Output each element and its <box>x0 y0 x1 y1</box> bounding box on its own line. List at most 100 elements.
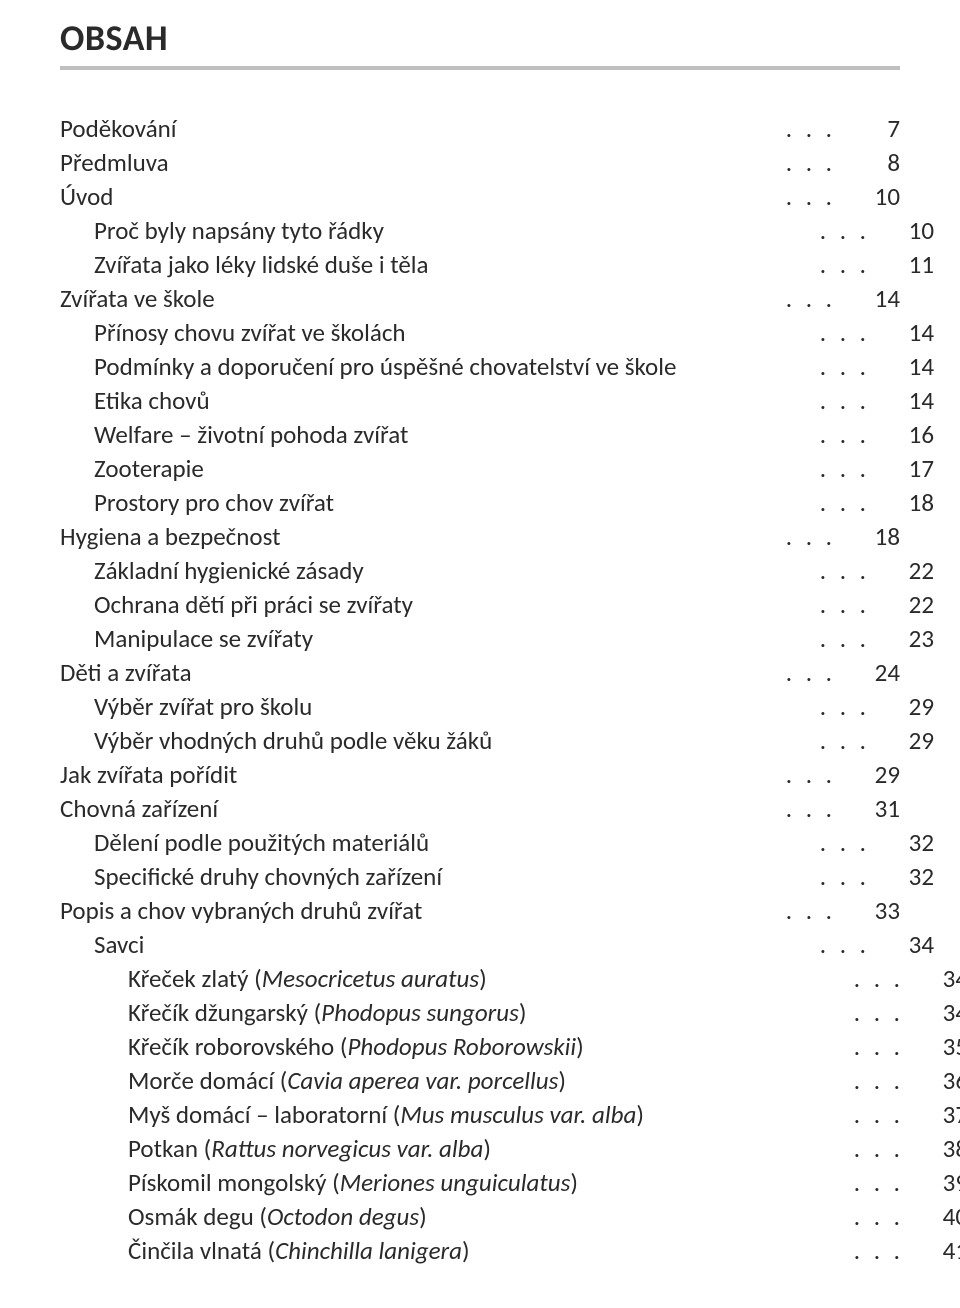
toc-dots: . . . <box>846 1132 912 1166</box>
toc-label: Základní hygienické zásady <box>94 554 364 588</box>
toc-label: Potkan (Rattus norvegicus var. alba) <box>128 1132 491 1166</box>
toc-row: Welfare – životní pohoda zvířat. . .16 <box>60 418 934 452</box>
toc-row: Morče domácí (Cavia aperea var. porcellu… <box>60 1064 960 1098</box>
toc-row: Křečík džungarský (Phodopus sungorus). .… <box>60 996 960 1030</box>
toc-dots: . . . <box>778 792 844 826</box>
toc-row: Potkan (Rattus norvegicus var. alba) . . … <box>60 1132 960 1166</box>
toc-label-text: Osmák degu ( <box>128 1201 267 1232</box>
toc-page-number: 40 <box>912 1200 960 1234</box>
toc-label-italic: Mesocricetus auratus <box>262 963 479 994</box>
toc-dots: . . . <box>778 112 844 146</box>
toc-page-number: 36 <box>912 1064 960 1098</box>
toc-label-after: ) <box>462 1235 470 1266</box>
toc-row: Zvířata ve škole . . .14 <box>60 282 900 316</box>
toc-label: Poděkování <box>60 112 177 146</box>
toc-page-number: 32 <box>878 826 934 860</box>
toc-row: Podmínky a doporučení pro úspěšné chovat… <box>60 350 934 384</box>
toc-row: Dělení podle použitých materiálů . . .32 <box>60 826 934 860</box>
toc-dots: . . . <box>846 1166 912 1200</box>
toc-label-italic: Cavia aperea var. porcellus <box>287 1065 558 1096</box>
toc-dots: . . . <box>846 1234 912 1268</box>
toc-label: Dělení podle použitých materiálů <box>94 826 429 860</box>
toc-label-text: Etika chovů <box>94 385 210 416</box>
toc-label-text: Manipulace se zvířaty <box>94 623 313 654</box>
toc-row: Jak zvířata pořídit. . .29 <box>60 758 900 792</box>
toc-label-text: Základní hygienické zásady <box>94 555 364 586</box>
toc-page-number: 33 <box>844 894 900 928</box>
toc-label: Chovná zařízení <box>60 792 218 826</box>
toc-page-number: 29 <box>878 690 934 724</box>
toc-label-text: Ochrana dětí při práci se zvířaty <box>94 589 413 620</box>
toc-label-italic: Chinchilla lanigera <box>275 1235 462 1266</box>
toc-label-text: Poděkování <box>60 113 177 144</box>
toc-label: Proč byly napsány tyto řádky <box>94 214 384 248</box>
toc-dots: . . . <box>846 1030 912 1064</box>
toc-label-after: ) <box>419 1201 427 1232</box>
toc-label-text: Zvířata ve škole <box>60 283 215 314</box>
toc-page-number: 34 <box>912 996 960 1030</box>
toc-dots: . . . <box>778 146 844 180</box>
toc-page-number: 38 <box>912 1132 960 1166</box>
toc-label: Křeček zlatý (Mesocricetus auratus) <box>128 962 487 996</box>
toc-row: Specifické druhy chovných zařízení. . .3… <box>60 860 934 894</box>
toc-page-number: 8 <box>844 146 900 180</box>
toc-label-text: Přínosy chovu zvířat ve školách <box>94 317 406 348</box>
toc-label-italic: Meriones unguiculatus <box>340 1167 571 1198</box>
toc-label-text: Podmínky a doporučení pro úspěšné chovat… <box>94 351 676 382</box>
page: OBSAH Poděkování. . .7Předmluva. . .8Úvo… <box>0 0 960 1308</box>
toc-label: Myš domácí – laboratorní (Mus musculus v… <box>128 1098 644 1132</box>
toc-row: Savci. . .34 <box>60 928 934 962</box>
toc-row: Hygiena a bezpečnost. . .18 <box>60 520 900 554</box>
toc-dots: . . . <box>812 486 878 520</box>
toc-page-number: 11 <box>878 248 934 282</box>
toc-label: Etika chovů <box>94 384 210 418</box>
toc-dots: . . . <box>812 690 878 724</box>
toc-label-text: Proč byly napsány tyto řádky <box>94 215 384 246</box>
toc-label-after: ) <box>636 1099 644 1130</box>
toc-label: Hygiena a bezpečnost <box>60 520 280 554</box>
toc-label: Křečík roborovského (Phodopus Roborowski… <box>128 1030 584 1064</box>
toc-row: Ochrana dětí při práci se zvířaty. . .22 <box>60 588 934 622</box>
toc-label-text: Welfare – životní pohoda zvířat <box>94 419 408 450</box>
toc-page-number: 14 <box>878 384 934 418</box>
toc-page-number: 7 <box>844 112 900 146</box>
toc-label: Welfare – životní pohoda zvířat <box>94 418 408 452</box>
toc-row: Osmák degu (Octodon degus). . .40 <box>60 1200 960 1234</box>
toc-dots: . . . <box>812 826 878 860</box>
toc-label: Výběr zvířat pro školu <box>94 690 312 724</box>
toc-label-after: ) <box>570 1167 578 1198</box>
toc-dots: . . . <box>812 384 878 418</box>
toc-label-text: Pískomil mongolský ( <box>128 1167 340 1198</box>
toc-dots: . . . <box>778 894 844 928</box>
toc-label-after: ) <box>519 997 527 1028</box>
toc-row: Pískomil mongolský (Meriones unguiculatu… <box>60 1166 960 1200</box>
toc-label: Osmák degu (Octodon degus) <box>128 1200 427 1234</box>
toc-row: Poděkování . . .7 <box>60 112 900 146</box>
toc-page-number: 14 <box>878 350 934 384</box>
toc-label: Specifické druhy chovných zařízení <box>94 860 442 894</box>
toc-page-number: 10 <box>878 214 934 248</box>
toc-label-text: Morče domácí ( <box>128 1065 287 1096</box>
toc-label: Děti a zvířata <box>60 656 192 690</box>
toc-page-number: 35 <box>912 1030 960 1064</box>
toc-page-number: 29 <box>844 758 900 792</box>
toc-page-number: 39 <box>912 1166 960 1200</box>
toc-page-number: 37 <box>912 1098 960 1132</box>
toc-label-text: Výběr zvířat pro školu <box>94 691 312 722</box>
toc-dots: . . . <box>778 282 844 316</box>
toc-page-number: 22 <box>878 588 934 622</box>
toc-label: Podmínky a doporučení pro úspěšné chovat… <box>94 350 676 384</box>
toc-label: Jak zvířata pořídit <box>60 758 237 792</box>
toc-label-after: ) <box>479 963 487 994</box>
toc-label: Zvířata jako léky lidské duše i těla <box>94 248 428 282</box>
toc-label-after: ) <box>576 1031 584 1062</box>
toc-label: Křečík džungarský (Phodopus sungorus) <box>128 996 526 1030</box>
toc-page-number: 18 <box>844 520 900 554</box>
toc-label-text: Zvířata jako léky lidské duše i těla <box>94 249 428 280</box>
toc-row: Křeček zlatý (Mesocricetus auratus). . .… <box>60 962 960 996</box>
table-of-contents: Poděkování. . .7Předmluva. . .8Úvod. . .… <box>60 112 900 1268</box>
toc-dots: . . . <box>812 350 878 384</box>
toc-dots: . . . <box>812 418 878 452</box>
toc-page-number: 14 <box>844 282 900 316</box>
toc-row: Prostory pro chov zvířat. . .18 <box>60 486 934 520</box>
